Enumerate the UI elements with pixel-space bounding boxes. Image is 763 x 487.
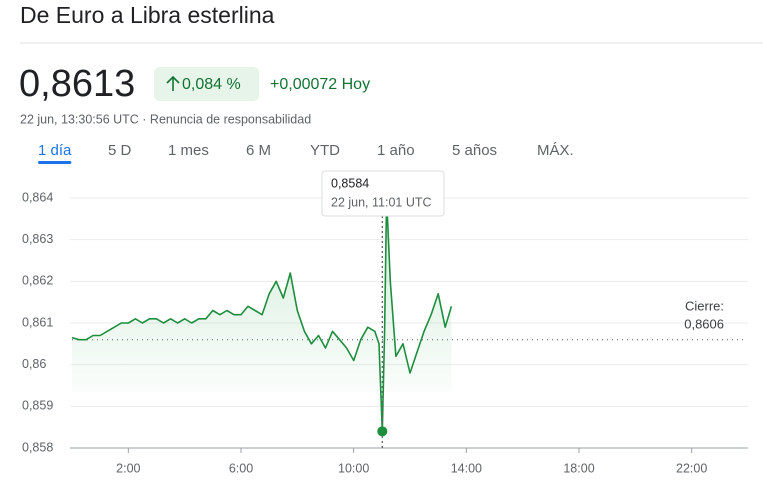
up-arrow [166,75,180,91]
y-tick-label: 0,858 [22,440,53,454]
range-tab[interactable]: 1 mes [168,142,209,159]
y-tick-label: 0,861 [22,315,53,329]
range-tab[interactable]: 5 años [452,142,497,159]
x-tick-label: 6:00 [229,461,253,475]
range-tab[interactable]: MÁX. [537,142,574,159]
price: 0,8613 [19,63,135,105]
tooltip-box [321,170,445,217]
plot: 0,858 0,859 0,86 0,861 0,862 0,863 0,864 2:00 6:… [22,170,748,475]
tabs: 1 día 5 D 1 mes 6 M YTD 1 año 5 años MÁX. [38,142,574,164]
range-tab[interactable]: 1 año [377,142,415,159]
tooltip-value: 0,8584 [331,176,369,190]
range-tab[interactable]: YTD [310,142,340,159]
range-tab[interactable]: 5 D [108,142,132,159]
x-tick-label: 18:00 [563,461,594,475]
x-tick-label: 22:00 [676,461,707,475]
y-tick-label: 0,859 [22,399,53,413]
hover-point [377,426,388,437]
range-tab[interactable]: 1 día [38,142,72,159]
change-abs: +0,00072 Hoy [270,76,370,93]
y-tick-label: 0,86 [22,357,46,371]
timestamp: 22 jun, 13:30:56 UTC · Renuncia de respo… [20,112,311,126]
y-tick-label: 0,864 [22,190,53,204]
change-percent: 0,084 % [182,76,241,93]
y-tick-label: 0,862 [22,274,53,288]
x-tick-label: 2:00 [116,461,140,475]
tab-underline [38,161,72,164]
x-tick-label: 10:00 [338,461,369,475]
y-tick-label: 0,863 [22,232,53,246]
range-tab[interactable]: 6 M [246,142,271,159]
previous-close-label: 0,8606 [684,316,724,331]
change-badge [154,67,259,101]
x-tick-label: 14:00 [451,461,482,475]
title: De Euro a Libra esterlina [20,2,275,28]
price-line [71,197,453,433]
previous-close-title: Cierre: [685,298,724,313]
tooltip-time: 22 jun, 11:01 UTC [331,195,432,209]
